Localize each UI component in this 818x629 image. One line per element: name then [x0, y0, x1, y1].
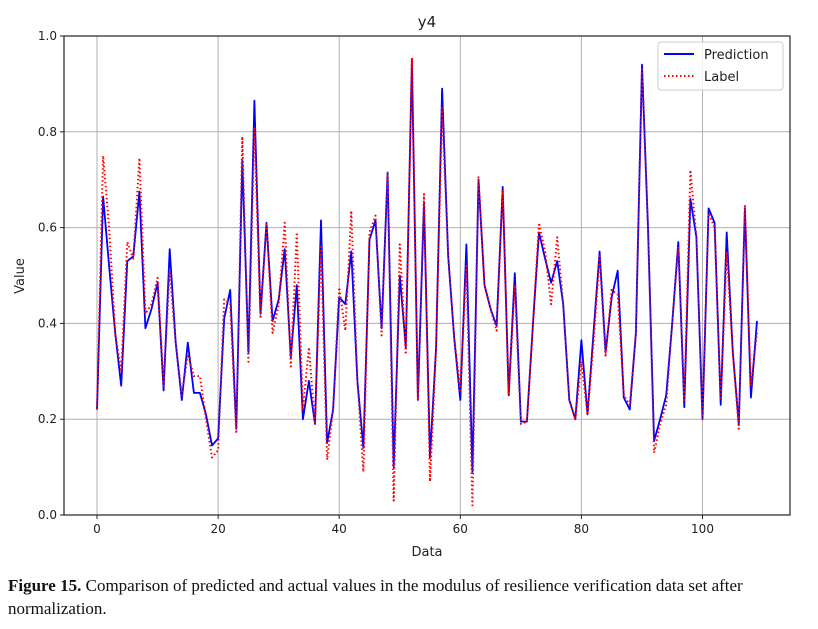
y-axis-label: Value [13, 258, 28, 294]
x-tick-label: 0 [93, 522, 101, 536]
plot-frame [63, 35, 791, 516]
line-chart: 0 20 40 60 80 100 0.0 0.2 0.4 0.6 0.8 1.0 y4 Data V… [13, 13, 791, 560]
x-tick-label: 40 [332, 522, 347, 536]
series-lines [96, 56, 758, 507]
series-line-label [96, 56, 758, 507]
y-tick-label: 1.0 [38, 29, 57, 43]
ticks: 0 20 40 60 80 100 0.0 0.2 0.4 0.6 0.8 1.0 [38, 29, 714, 536]
grid [64, 35, 790, 516]
legend-prediction-label: Prediction [704, 48, 769, 63]
y-tick-label: 0.2 [38, 412, 57, 426]
y-tick-label: 0.8 [38, 125, 57, 139]
y-tick-label: 0.4 [38, 316, 57, 330]
caption-text: Comparison of predicted and actual value… [8, 576, 743, 618]
y-tick-label: 0.0 [38, 508, 57, 522]
figure-caption: Figure 15. Comparison of predicted and a… [8, 574, 808, 620]
y-tick-label: 0.6 [38, 221, 57, 235]
series-line-prediction [96, 59, 758, 473]
x-tick-label: 80 [574, 522, 589, 536]
x-axis-label: Data [411, 545, 442, 560]
caption-label: Figure 15. [8, 576, 82, 595]
chart-title: y4 [418, 13, 436, 31]
x-tick-label: 100 [691, 522, 714, 536]
x-tick-label: 20 [210, 522, 225, 536]
x-tick-label: 60 [453, 522, 468, 536]
legend: Prediction Label [657, 41, 784, 91]
legend-label-label: Label [704, 70, 739, 85]
